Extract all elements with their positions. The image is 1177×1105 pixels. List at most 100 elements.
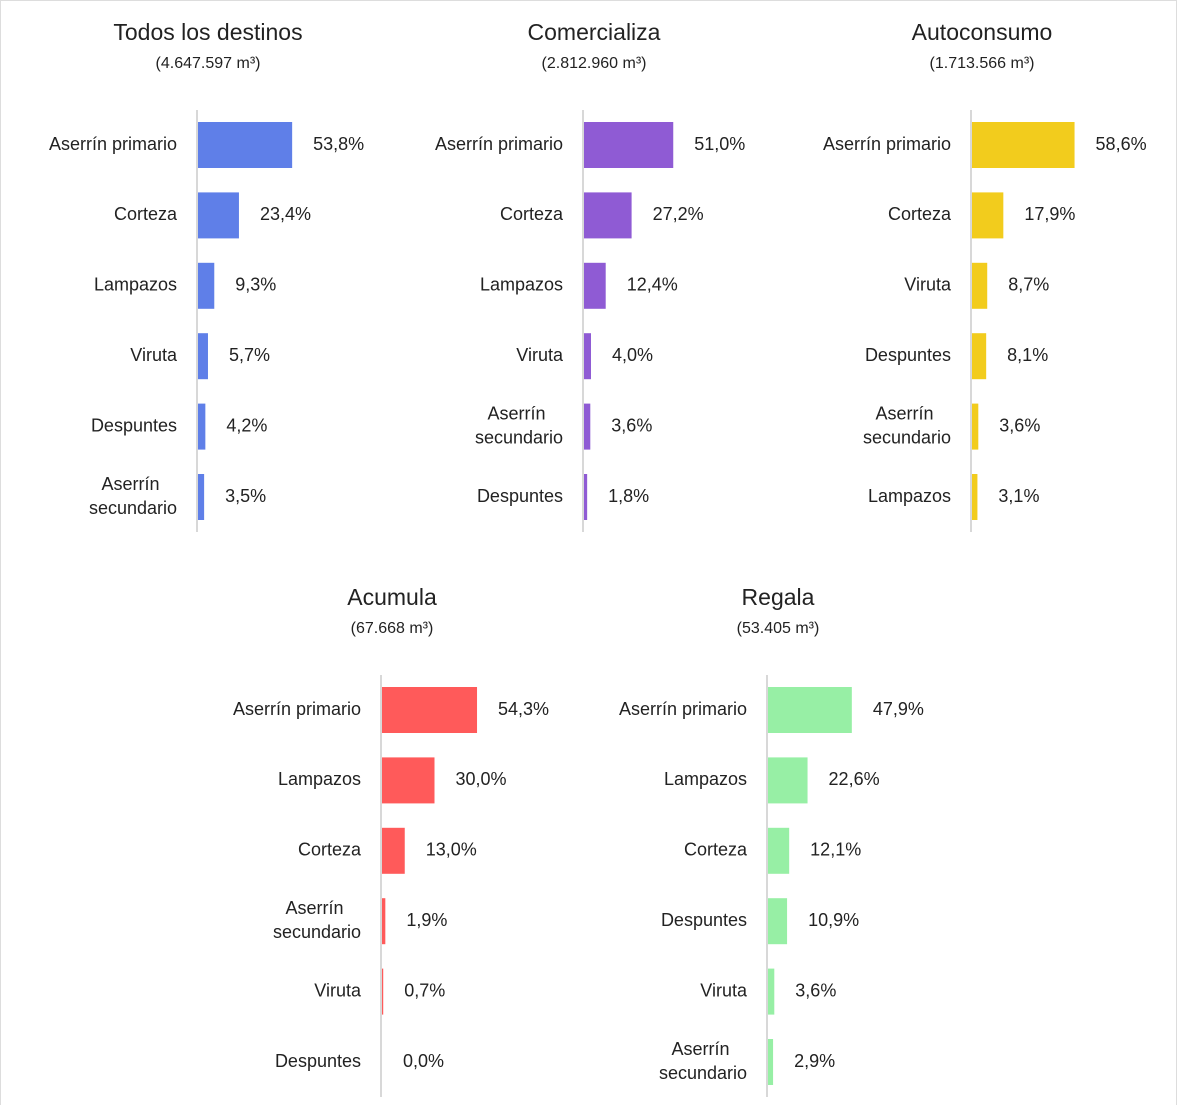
category-label: Aserrín primario: [823, 134, 951, 154]
category-label: Despuntes: [865, 345, 951, 365]
bar: [382, 757, 435, 804]
value-label: 8,7%: [1008, 275, 1049, 295]
bar: [584, 333, 591, 380]
category-label: Viruta: [516, 345, 564, 365]
bar: [198, 262, 215, 309]
category-label: Corteza: [888, 204, 952, 224]
bar: [584, 122, 674, 168]
chart-title: Todos los destinos: [113, 19, 302, 45]
value-label: 12,4%: [627, 275, 678, 295]
bar: [768, 968, 775, 1015]
value-label: 8,1%: [1007, 345, 1048, 365]
category-label: Despuntes: [275, 1051, 361, 1071]
value-label: 22,6%: [829, 769, 880, 789]
category-label: Aserrín primario: [233, 699, 361, 719]
category-label: Aserrín secundario: [863, 403, 951, 447]
bar: [382, 687, 478, 733]
category-label: Lampazos: [664, 769, 747, 789]
value-label: 58,6%: [1096, 134, 1147, 154]
bar: [198, 333, 208, 380]
value-label: 0,0%: [403, 1051, 444, 1071]
category-label: Corteza: [298, 840, 362, 860]
value-label: 3,6%: [795, 980, 836, 1000]
bar: [972, 262, 988, 309]
category-label: Viruta: [904, 275, 952, 295]
value-label: 10,9%: [808, 910, 859, 930]
bar: [584, 262, 606, 309]
chart-title: Acumula: [347, 584, 437, 610]
chart-subtitle: (4.647.597 m³): [156, 55, 261, 72]
value-label: 3,6%: [611, 415, 652, 435]
value-label: 2,9%: [794, 1051, 835, 1071]
category-label: Viruta: [700, 980, 748, 1000]
bar: [198, 122, 293, 168]
category-label: Corteza: [684, 840, 748, 860]
bar: [198, 192, 239, 239]
value-label: 12,1%: [810, 840, 861, 860]
value-label: 0,7%: [404, 980, 445, 1000]
bar: [972, 333, 987, 380]
chart-subtitle: (2.812.960 m³): [542, 55, 647, 72]
bar: [584, 474, 588, 520]
value-label: 5,7%: [229, 345, 270, 365]
category-label: Lampazos: [868, 486, 951, 506]
category-label: Despuntes: [661, 910, 747, 930]
bar: [382, 827, 405, 874]
bar: [768, 687, 852, 733]
category-label: Viruta: [314, 980, 362, 1000]
value-label: 3,5%: [225, 486, 266, 506]
category-label: Despuntes: [477, 486, 563, 506]
value-label: 1,9%: [406, 910, 447, 930]
category-label: Corteza: [500, 204, 564, 224]
category-label: Lampazos: [94, 275, 177, 295]
bar: [198, 474, 205, 520]
category-label: Lampazos: [480, 275, 563, 295]
bar: [972, 192, 1004, 239]
category-label: Viruta: [130, 345, 178, 365]
chart-subtitle: (1.713.566 m³): [930, 55, 1035, 72]
value-label: 1,8%: [608, 486, 649, 506]
bar: [768, 898, 788, 945]
value-label: 47,9%: [873, 699, 924, 719]
bar: [972, 403, 979, 450]
bar: [198, 403, 206, 450]
value-label: 27,2%: [653, 204, 704, 224]
bar: [768, 1039, 774, 1085]
category-label: Corteza: [114, 204, 178, 224]
category-label: Aserrín primario: [619, 699, 747, 719]
bar: [972, 122, 1075, 168]
value-label: 4,2%: [226, 415, 267, 435]
category-label: Aserrín secundario: [475, 403, 563, 447]
value-label: 54,3%: [498, 699, 549, 719]
category-label: Aserrín primario: [49, 134, 177, 154]
value-label: 53,8%: [313, 134, 364, 154]
category-label: Aserrín secundario: [89, 474, 177, 518]
chart-subtitle: (53.405 m³): [737, 620, 820, 637]
value-label: 3,1%: [998, 486, 1039, 506]
category-label: Aserrín primario: [435, 134, 563, 154]
bar: [972, 474, 978, 520]
bar: [768, 827, 790, 874]
value-label: 13,0%: [426, 840, 477, 860]
bar: [768, 757, 808, 804]
value-label: 51,0%: [694, 134, 745, 154]
category-label: Lampazos: [278, 769, 361, 789]
category-label: Despuntes: [91, 415, 177, 435]
chart-title: Regala: [742, 584, 815, 610]
bar: [584, 192, 632, 239]
bar: [382, 898, 386, 945]
value-label: 17,9%: [1024, 204, 1075, 224]
value-label: 3,6%: [999, 415, 1040, 435]
chart-title: Autoconsumo: [912, 19, 1053, 45]
value-label: 30,0%: [456, 769, 507, 789]
bar: [382, 968, 384, 1015]
bar: [584, 403, 591, 450]
value-label: 23,4%: [260, 204, 311, 224]
category-label: Aserrín secundario: [659, 1039, 747, 1083]
chart-title: Comercializa: [528, 19, 661, 45]
value-label: 4,0%: [612, 345, 653, 365]
value-label: 9,3%: [235, 275, 276, 295]
chart-subtitle: (67.668 m³): [351, 620, 434, 637]
category-label: Aserrín secundario: [273, 898, 361, 942]
